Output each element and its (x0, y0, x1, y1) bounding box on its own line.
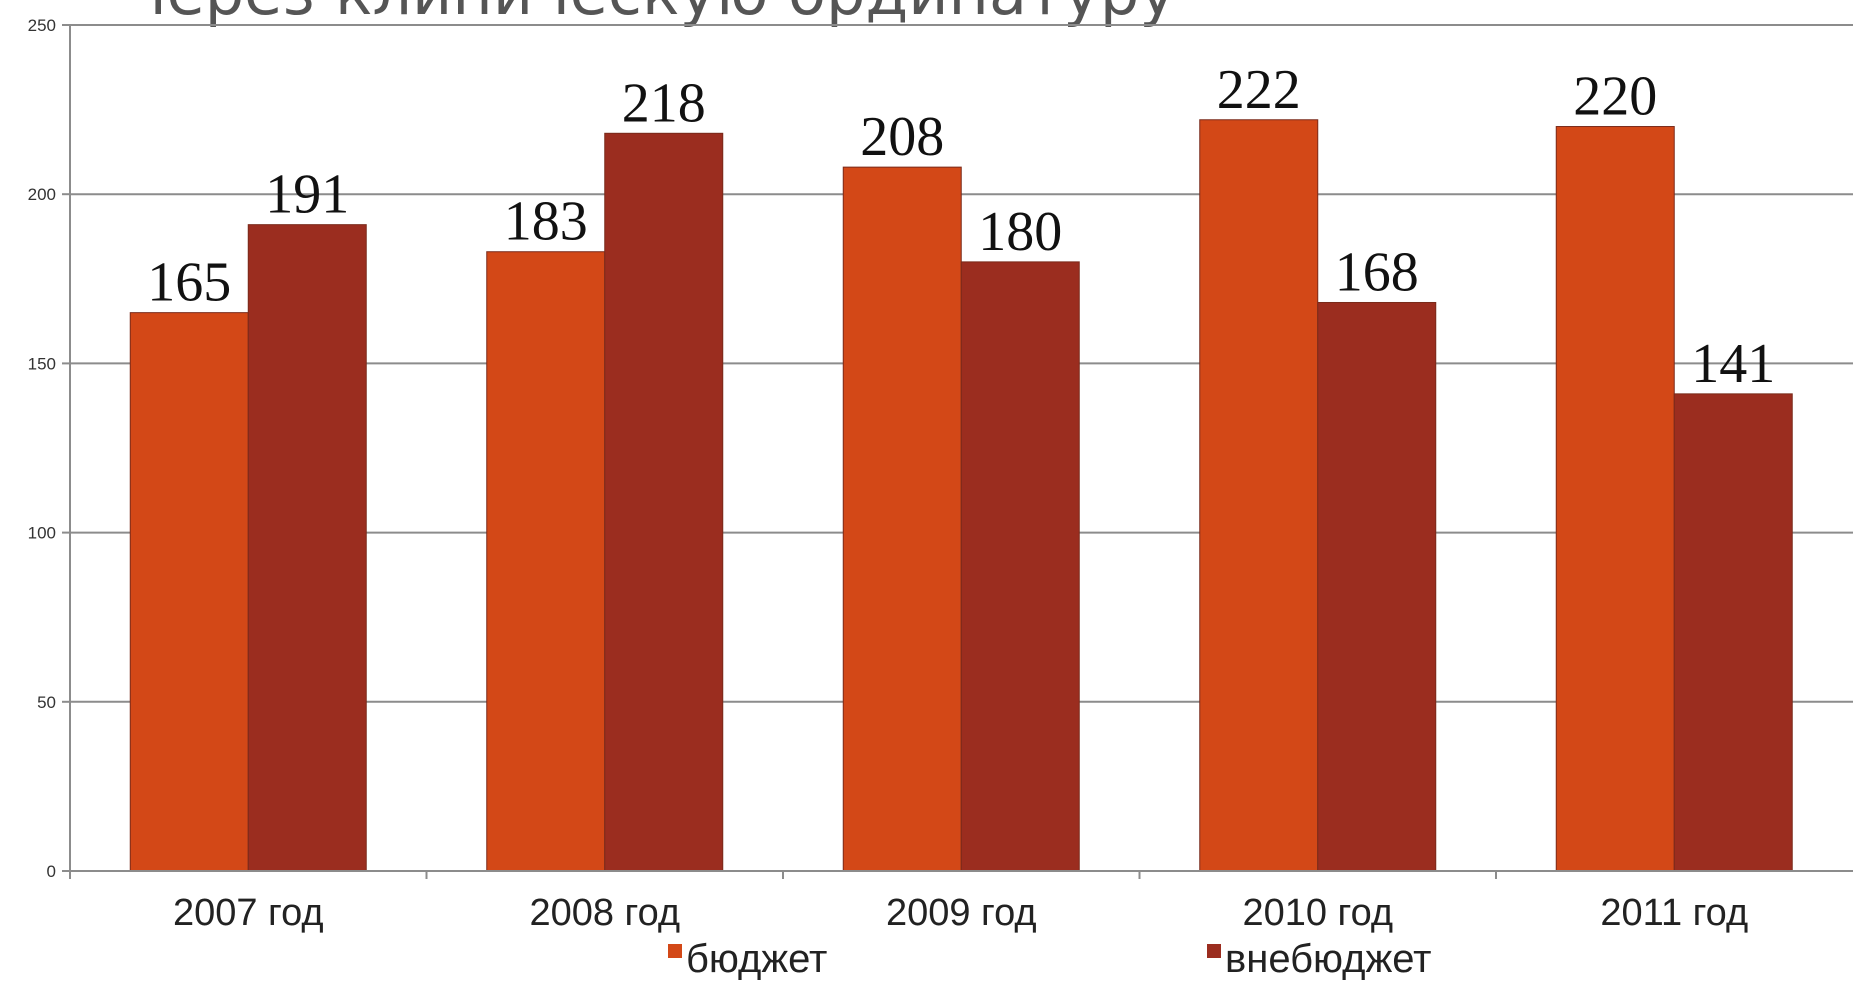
legend-label: бюджет (686, 937, 827, 981)
y-tick-label: 200 (28, 185, 56, 204)
bar-offbudget (960, 261, 1080, 872)
legend: бюджет внебюджет (668, 937, 1432, 981)
bar-budget (1199, 119, 1319, 872)
data-label: 141 (1691, 333, 1775, 395)
data-labels: 165 191 183 218 208 180 222 168 220 141 (147, 59, 1775, 395)
data-label: 218 (622, 72, 706, 134)
bar-budget (486, 251, 606, 872)
bars (129, 119, 1793, 872)
legend-label: внебюджет (1225, 937, 1432, 981)
y-tick-label: 50 (37, 693, 56, 712)
data-label: 168 (1335, 241, 1419, 303)
data-label: 222 (1217, 59, 1301, 121)
bar-budget (129, 312, 249, 872)
bar-budget (842, 166, 962, 872)
legend-swatch (1207, 944, 1221, 958)
x-tick-label: 2007 год (173, 892, 324, 934)
data-label: 208 (860, 106, 944, 168)
bar-offbudget (604, 132, 724, 872)
x-tick-label: 2010 год (1242, 892, 1393, 934)
x-tick-label: 2011 год (1600, 892, 1748, 934)
bar-offbudget (1317, 301, 1437, 872)
data-label: 191 (265, 164, 349, 226)
data-label: 180 (978, 201, 1062, 263)
legend-swatch (668, 944, 682, 958)
data-label: 165 (147, 252, 231, 314)
bar-offbudget (247, 224, 367, 872)
axes: 0 50 100 150 200 250 2007 год 2008 год 2009 год 2… (28, 16, 1853, 934)
data-label: 183 (504, 191, 588, 253)
y-tick-label: 100 (28, 524, 56, 543)
y-tick-label: 250 (28, 16, 56, 35)
x-tick-label: 2008 год (529, 892, 680, 934)
data-label: 220 (1573, 66, 1657, 128)
bar-offbudget (1673, 393, 1793, 872)
y-tick-label: 0 (47, 862, 56, 881)
y-tick-label: 150 (28, 354, 56, 373)
x-tick-label: 2009 год (886, 892, 1037, 934)
bar-budget (1555, 126, 1675, 872)
